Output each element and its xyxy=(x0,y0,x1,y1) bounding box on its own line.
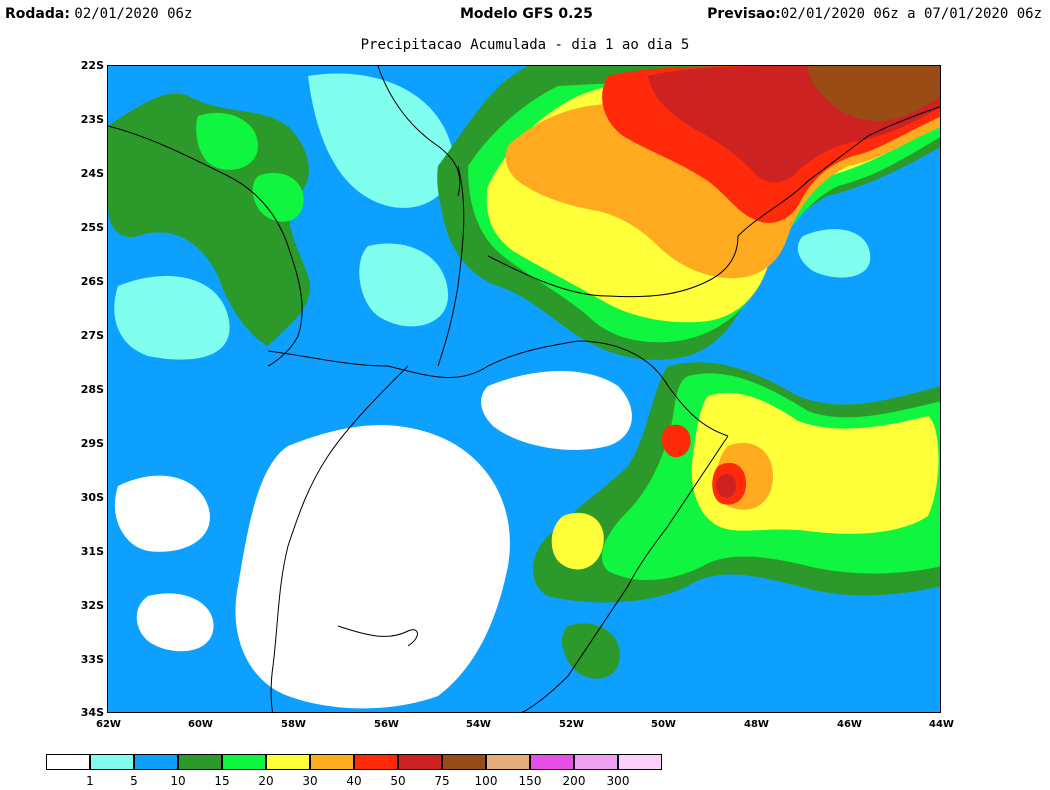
legend-color-box xyxy=(222,754,266,770)
model-name: Modelo GFS 0.25 xyxy=(460,6,593,22)
lat-label: 32S xyxy=(80,599,104,612)
lat-label: 27S xyxy=(80,329,104,342)
legend-label: 50 xyxy=(390,774,406,788)
lon-label: 46W xyxy=(837,719,862,730)
lon-label: 54W xyxy=(466,719,491,730)
legend-label: 40 xyxy=(346,774,362,788)
legend-label: 20 xyxy=(258,774,274,788)
lon-label: 44W xyxy=(929,719,954,730)
legend-label: 30 xyxy=(302,774,318,788)
lat-label: 29S xyxy=(80,437,104,450)
lat-label: 22S xyxy=(80,59,104,72)
legend-color-box xyxy=(354,754,398,770)
legend-color-box xyxy=(486,754,530,770)
lon-label: 60W xyxy=(188,719,213,730)
run-date-label: Rodada: 02/01/2020 06z xyxy=(5,6,193,22)
legend-label: 75 xyxy=(434,774,450,788)
legend-color-box xyxy=(178,754,222,770)
lon-label: 58W xyxy=(281,719,306,730)
precipitation-field xyxy=(108,66,940,712)
lat-label: 31S xyxy=(80,545,104,558)
legend-label: 10 xyxy=(170,774,186,788)
legend-label: 150 xyxy=(518,774,542,788)
legend-label: 100 xyxy=(474,774,498,788)
legend-color-box xyxy=(90,754,134,770)
lat-label: 26S xyxy=(80,275,104,288)
legend-color-box xyxy=(46,754,90,770)
legend-color-box xyxy=(618,754,662,770)
legend-color-box xyxy=(310,754,354,770)
precipitation-map xyxy=(107,65,941,713)
legend-label: 5 xyxy=(130,774,138,788)
forecast-period-value: 02/01/2020 06z a 07/01/2020 06z xyxy=(780,6,1042,22)
lon-label: 48W xyxy=(744,719,769,730)
legend-color-box xyxy=(530,754,574,770)
lat-label: 33S xyxy=(80,653,104,666)
lat-label: 23S xyxy=(80,113,104,126)
map-title: Precipitacao Acumulada - dia 1 ao dia 5 xyxy=(360,37,690,53)
lat-label: 28S xyxy=(80,383,104,396)
legend-color-box xyxy=(442,754,486,770)
legend-label: 1 xyxy=(86,774,94,788)
legend-label: 200 xyxy=(562,774,586,788)
legend-label: 300 xyxy=(606,774,630,788)
lon-label: 50W xyxy=(651,719,676,730)
lon-label: 52W xyxy=(559,719,584,730)
legend-label: 15 xyxy=(214,774,230,788)
lat-label: 24S xyxy=(80,167,104,180)
run-date-value: 02/01/2020 06z xyxy=(74,6,193,22)
lat-label: 34S xyxy=(80,706,104,719)
legend-color-box xyxy=(574,754,618,770)
legend-color-box xyxy=(398,754,442,770)
forecast-period-label: Previsao:02/01/2020 06z a 07/01/2020 06z xyxy=(707,6,1042,22)
lat-label: 25S xyxy=(80,221,104,234)
lon-label: 56W xyxy=(374,719,399,730)
lon-label: 62W xyxy=(96,719,121,730)
legend-color-box xyxy=(266,754,310,770)
lat-label: 30S xyxy=(80,491,104,504)
legend-color-box xyxy=(134,754,178,770)
